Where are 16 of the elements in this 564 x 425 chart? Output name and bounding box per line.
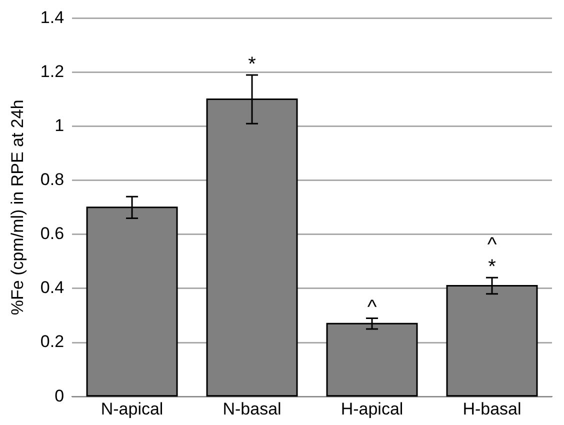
data-label: * (248, 53, 256, 76)
data-label: ^ * (487, 234, 498, 278)
x-tick-label: N-apical (100, 399, 164, 418)
y-tick-label: 0.6 (40, 224, 64, 244)
y-tick-label: 0.8 (40, 170, 64, 190)
y-tick-label: 1.4 (40, 8, 64, 27)
y-tick-label: 1.2 (40, 62, 64, 81)
y-tick-label: 0.2 (40, 332, 64, 352)
y-axis-title: %Fe (cpm/ml) in RPE at 24h (8, 100, 27, 316)
x-tick-label: N-basal (222, 399, 282, 418)
data-label: ^ (367, 296, 378, 319)
x-tick-label: H-apical (340, 399, 404, 418)
y-tick-label: 0 (54, 386, 64, 406)
x-tick-label: H-basal (462, 399, 522, 418)
y-tick-label: 1 (54, 116, 64, 135)
y-tick-label: 0.4 (40, 278, 64, 298)
